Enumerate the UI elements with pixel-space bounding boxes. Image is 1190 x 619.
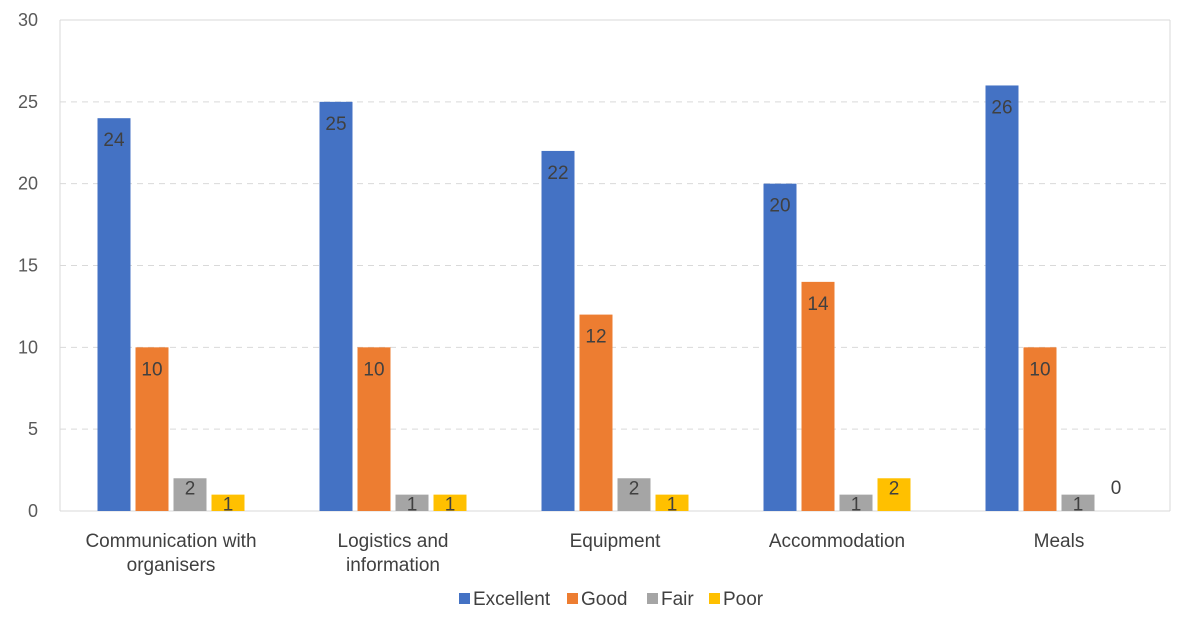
data-label: 10 bbox=[363, 359, 384, 380]
y-tick-label: 20 bbox=[18, 174, 38, 194]
data-label: 2 bbox=[185, 478, 196, 499]
data-label: 20 bbox=[769, 196, 790, 217]
data-label: 22 bbox=[547, 163, 568, 184]
bar-fair bbox=[1061, 494, 1095, 511]
bar-good bbox=[801, 281, 835, 511]
data-label: 12 bbox=[585, 327, 606, 348]
data-label: 14 bbox=[807, 294, 829, 315]
bar-good bbox=[135, 347, 169, 511]
data-label: 2 bbox=[629, 478, 640, 499]
bar-poor bbox=[433, 494, 467, 511]
category-label: Accommodation bbox=[769, 531, 905, 552]
legend-label: Poor bbox=[723, 589, 764, 610]
bar-excellent bbox=[985, 85, 1019, 511]
data-label: 1 bbox=[223, 495, 234, 516]
category-label: information bbox=[346, 555, 440, 576]
bar-poor bbox=[211, 494, 245, 511]
bar-excellent bbox=[97, 118, 131, 511]
data-label: 25 bbox=[325, 114, 346, 135]
bar-poor bbox=[877, 478, 911, 511]
legend-swatch-good bbox=[567, 593, 578, 604]
legend-swatch-fair bbox=[647, 593, 658, 604]
bar-excellent bbox=[541, 150, 575, 511]
legend-swatch-poor bbox=[709, 593, 720, 604]
category-label: Logistics and bbox=[338, 531, 449, 552]
bar-fair bbox=[839, 494, 873, 511]
data-label: 26 bbox=[991, 97, 1012, 118]
data-label: 1 bbox=[407, 495, 418, 516]
category-label: Meals bbox=[1034, 531, 1085, 552]
bar-good bbox=[357, 347, 391, 511]
legend-label: Fair bbox=[661, 589, 694, 610]
bar-fair bbox=[395, 494, 429, 511]
category-label: Equipment bbox=[570, 531, 662, 552]
bar-fair bbox=[617, 478, 651, 511]
bar-good bbox=[579, 314, 613, 511]
y-tick-label: 5 bbox=[28, 419, 38, 439]
y-tick-label: 10 bbox=[18, 337, 38, 357]
legend-label: Excellent bbox=[473, 589, 551, 610]
bar-good bbox=[1023, 347, 1057, 511]
bar-excellent bbox=[763, 183, 797, 511]
data-label: 1 bbox=[667, 495, 678, 516]
category-label: Communication with bbox=[85, 531, 256, 552]
data-label: 10 bbox=[141, 359, 162, 380]
data-label: 1 bbox=[851, 495, 862, 516]
y-tick-label: 0 bbox=[28, 501, 38, 521]
data-label: 1 bbox=[1073, 495, 1084, 516]
bar-excellent bbox=[319, 101, 353, 511]
data-label: 1 bbox=[445, 495, 456, 516]
data-label: 24 bbox=[103, 130, 125, 151]
y-tick-label: 25 bbox=[18, 92, 38, 112]
legend-label: Good bbox=[581, 589, 627, 610]
data-label: 10 bbox=[1029, 359, 1050, 380]
bar-fair bbox=[173, 478, 207, 511]
data-label: 0 bbox=[1111, 478, 1122, 499]
data-label: 2 bbox=[889, 478, 900, 499]
y-tick-label: 30 bbox=[18, 10, 38, 30]
category-label: organisers bbox=[127, 555, 216, 576]
y-tick-label: 15 bbox=[18, 256, 38, 276]
legend-swatch-excellent bbox=[459, 593, 470, 604]
bar-poor bbox=[655, 494, 689, 511]
